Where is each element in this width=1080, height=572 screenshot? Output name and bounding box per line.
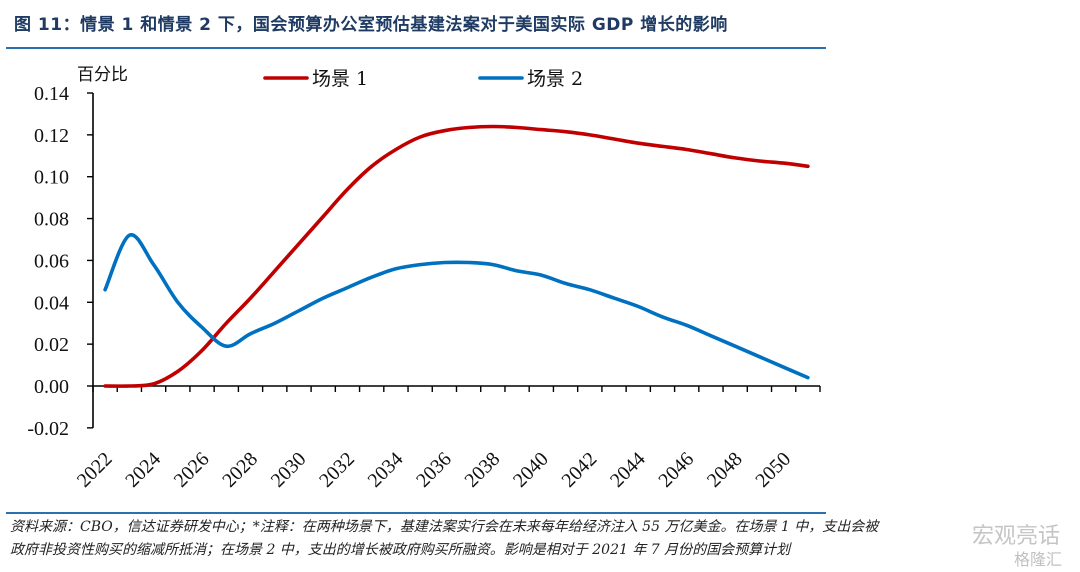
- x-tick-label: 2042: [557, 448, 601, 492]
- footer-divider: [6, 512, 276, 514]
- y-tick-label: -0.02: [27, 418, 69, 440]
- x-tick-label: 2024: [121, 448, 165, 492]
- x-tick-label: 2046: [654, 448, 698, 492]
- chart-series: [103, 124, 810, 388]
- x-tick-label: 2026: [170, 448, 214, 492]
- chart-axes: -0.02 0.00 0.02 0.04 0.06 0.08 0.10 0.12 0.14 202…: [27, 83, 821, 492]
- x-tick-label: 2034: [364, 448, 408, 492]
- y-axis-label: 百分比: [77, 65, 128, 85]
- source-note-line-1: 资料来源：CBO，信达证券研发中心；*注释：在两种场景下，基建法案实行会在未来每…: [10, 519, 879, 535]
- y-tick-label: 0.06: [34, 250, 69, 272]
- chart-legend: 场景 1 场景 2: [263, 68, 583, 90]
- x-tick-label: 2040: [509, 448, 553, 492]
- y-tick-label: 0.04: [34, 292, 69, 314]
- watermark-secondary: 格隆汇: [1013, 550, 1062, 569]
- legend-label-scenario-1: 场景 1: [312, 68, 368, 90]
- y-tick-label: 0.08: [34, 209, 69, 231]
- figure-title: 图 11：情景 1 和情景 2 下，国会预算办公室预估基建法案对于美国实际 GD…: [14, 15, 728, 35]
- x-tick-label: 2030: [267, 448, 311, 492]
- x-tick-label: 2050: [751, 448, 795, 492]
- y-tick-label: 0.10: [34, 167, 69, 189]
- x-tick-label: 2032: [315, 448, 359, 492]
- y-tick-label: 0.02: [34, 334, 69, 356]
- x-tick-label: 2044: [606, 448, 650, 492]
- y-tick-label: 0.00: [34, 376, 69, 398]
- watermark-logo: 宏观亮话: [971, 524, 1060, 549]
- footer-divider-right: [276, 512, 826, 514]
- title-divider: [6, 47, 826, 49]
- x-tick-label: 2038: [461, 448, 505, 492]
- series-line-scenario-1: [103, 124, 810, 388]
- y-tick-label: 0.12: [34, 125, 69, 147]
- x-tick-label: 2036: [412, 448, 456, 492]
- x-tick-label: 2028: [218, 448, 262, 492]
- x-tick-label: 2048: [703, 448, 747, 492]
- x-tick-label: 2022: [73, 448, 117, 492]
- source-note-line-2: 政府非投资性购买的缩减所抵消；在场景 2 中，支出的增长被政府购买所融资。影响是…: [10, 542, 791, 558]
- legend-label-scenario-2: 场景 2: [527, 68, 583, 90]
- y-tick-label: 0.14: [34, 83, 69, 105]
- series-line-scenario-2: [103, 233, 810, 380]
